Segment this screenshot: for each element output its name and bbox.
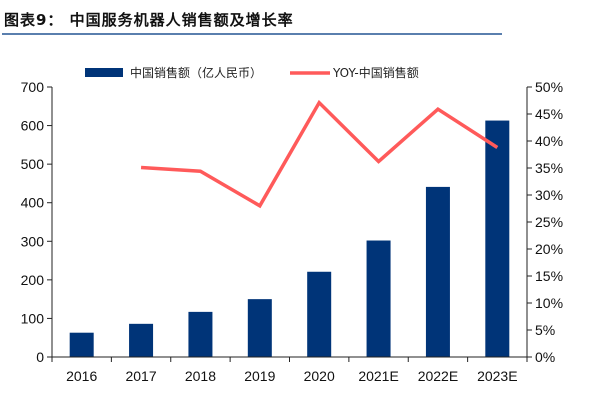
x-tick-label: 2020 xyxy=(304,368,335,384)
x-tick-label: 2019 xyxy=(244,368,275,384)
right-tick-label: 15% xyxy=(535,268,563,284)
right-tick-label: 30% xyxy=(535,187,563,203)
legend-bar-label: 中国销售额（亿人民币） xyxy=(130,65,262,80)
x-tick-label: 2021E xyxy=(358,368,398,384)
right-tick-label: 20% xyxy=(535,241,563,257)
legend-bar-swatch xyxy=(85,68,123,77)
right-tick-label: 50% xyxy=(535,79,563,95)
bar-2019 xyxy=(247,299,272,357)
bar-2021E xyxy=(366,240,391,357)
bar-2023E xyxy=(485,120,510,357)
left-tick-label: 600 xyxy=(21,118,45,134)
x-tick-label: 2023E xyxy=(477,368,517,384)
right-tick-label: 35% xyxy=(535,160,563,176)
left-tick-label: 200 xyxy=(21,272,45,288)
left-tick-label: 0 xyxy=(36,349,44,365)
bar-2018 xyxy=(188,311,213,357)
right-tick-label: 10% xyxy=(535,295,563,311)
x-tick-label: 2017 xyxy=(125,368,156,384)
left-tick-label: 400 xyxy=(21,195,45,211)
legend-line-label: YOY-中国销售额 xyxy=(332,65,419,80)
title-underline xyxy=(2,33,502,35)
x-tick-label: 2016 xyxy=(66,368,97,384)
right-tick-label: 25% xyxy=(535,214,563,230)
x-tick-label: 2022E xyxy=(418,368,458,384)
bar-2022E xyxy=(425,186,450,357)
left-tick-label: 300 xyxy=(21,233,45,249)
right-tick-label: 45% xyxy=(535,106,563,122)
x-tick-label: 2018 xyxy=(185,368,216,384)
right-tick-label: 5% xyxy=(535,322,555,338)
bar-2017 xyxy=(129,323,154,357)
left-tick-label: 100 xyxy=(21,310,45,326)
chart-title: 图表9： 中国服务机器人销售额及增长率 xyxy=(4,11,294,29)
left-tick-label: 500 xyxy=(21,156,45,172)
bar-2016 xyxy=(69,332,94,357)
right-tick-label: 0% xyxy=(535,349,555,365)
left-tick-label: 700 xyxy=(21,79,45,95)
bar-2020 xyxy=(307,271,332,357)
right-tick-label: 40% xyxy=(535,133,563,149)
